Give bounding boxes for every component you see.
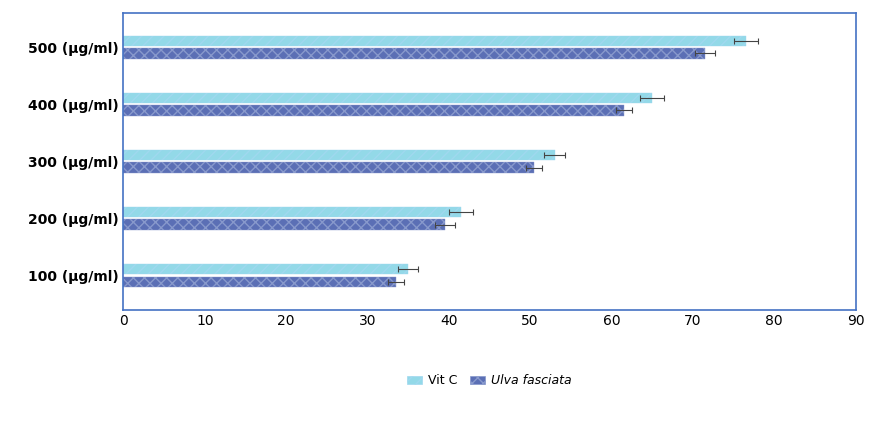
Bar: [123, 93, 652, 103]
Bar: [123, 219, 445, 230]
Bar: [123, 105, 624, 116]
Bar: [123, 36, 746, 46]
Bar: [123, 163, 534, 173]
Bar: [123, 207, 461, 217]
Bar: [123, 264, 408, 274]
Bar: [123, 150, 555, 160]
Legend: Vit C, Ulva fasciata: Vit C, Ulva fasciata: [402, 369, 577, 392]
Bar: [123, 276, 396, 287]
Bar: [123, 48, 705, 58]
